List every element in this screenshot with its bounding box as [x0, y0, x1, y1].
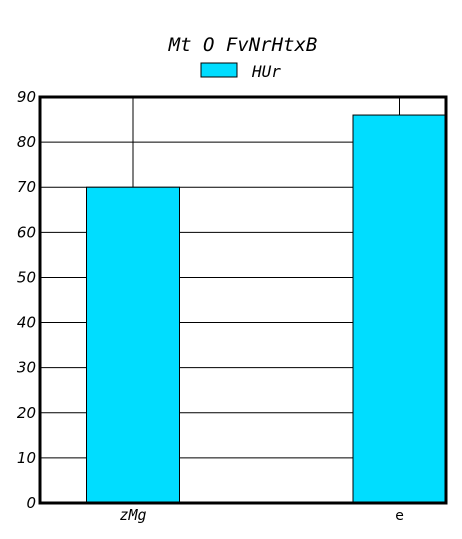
legend-swatch	[200, 62, 238, 78]
y-tick-label: 30	[17, 359, 36, 377]
y-tick-label: 10	[17, 449, 36, 467]
bar-zMg	[86, 186, 180, 504]
x-tick-label: e	[395, 508, 404, 524]
legend: HUr	[200, 62, 281, 81]
y-tick-label: 90	[17, 88, 36, 106]
legend-label: HUr	[251, 62, 281, 81]
y-tick-label: 20	[17, 404, 36, 422]
y-tick-label: 80	[17, 133, 36, 151]
y-tick-label: 50	[17, 268, 36, 286]
x-axis-ticks: zMg e	[119, 506, 403, 524]
bar-e	[352, 114, 447, 504]
y-tick-label: 40	[17, 314, 36, 332]
plot-frame	[38, 95, 448, 505]
x-tick-label: zMg	[119, 506, 146, 524]
y-tick-label: 0	[26, 494, 36, 512]
y-axis-ticks: 0 10 20 30 40 50 60 70 80 90	[17, 88, 36, 512]
y-tick-label: 70	[17, 178, 36, 196]
chart-title: Mt O FvNrHtxB	[168, 34, 318, 56]
y-tick-label: 60	[17, 223, 36, 241]
bars	[86, 114, 447, 504]
